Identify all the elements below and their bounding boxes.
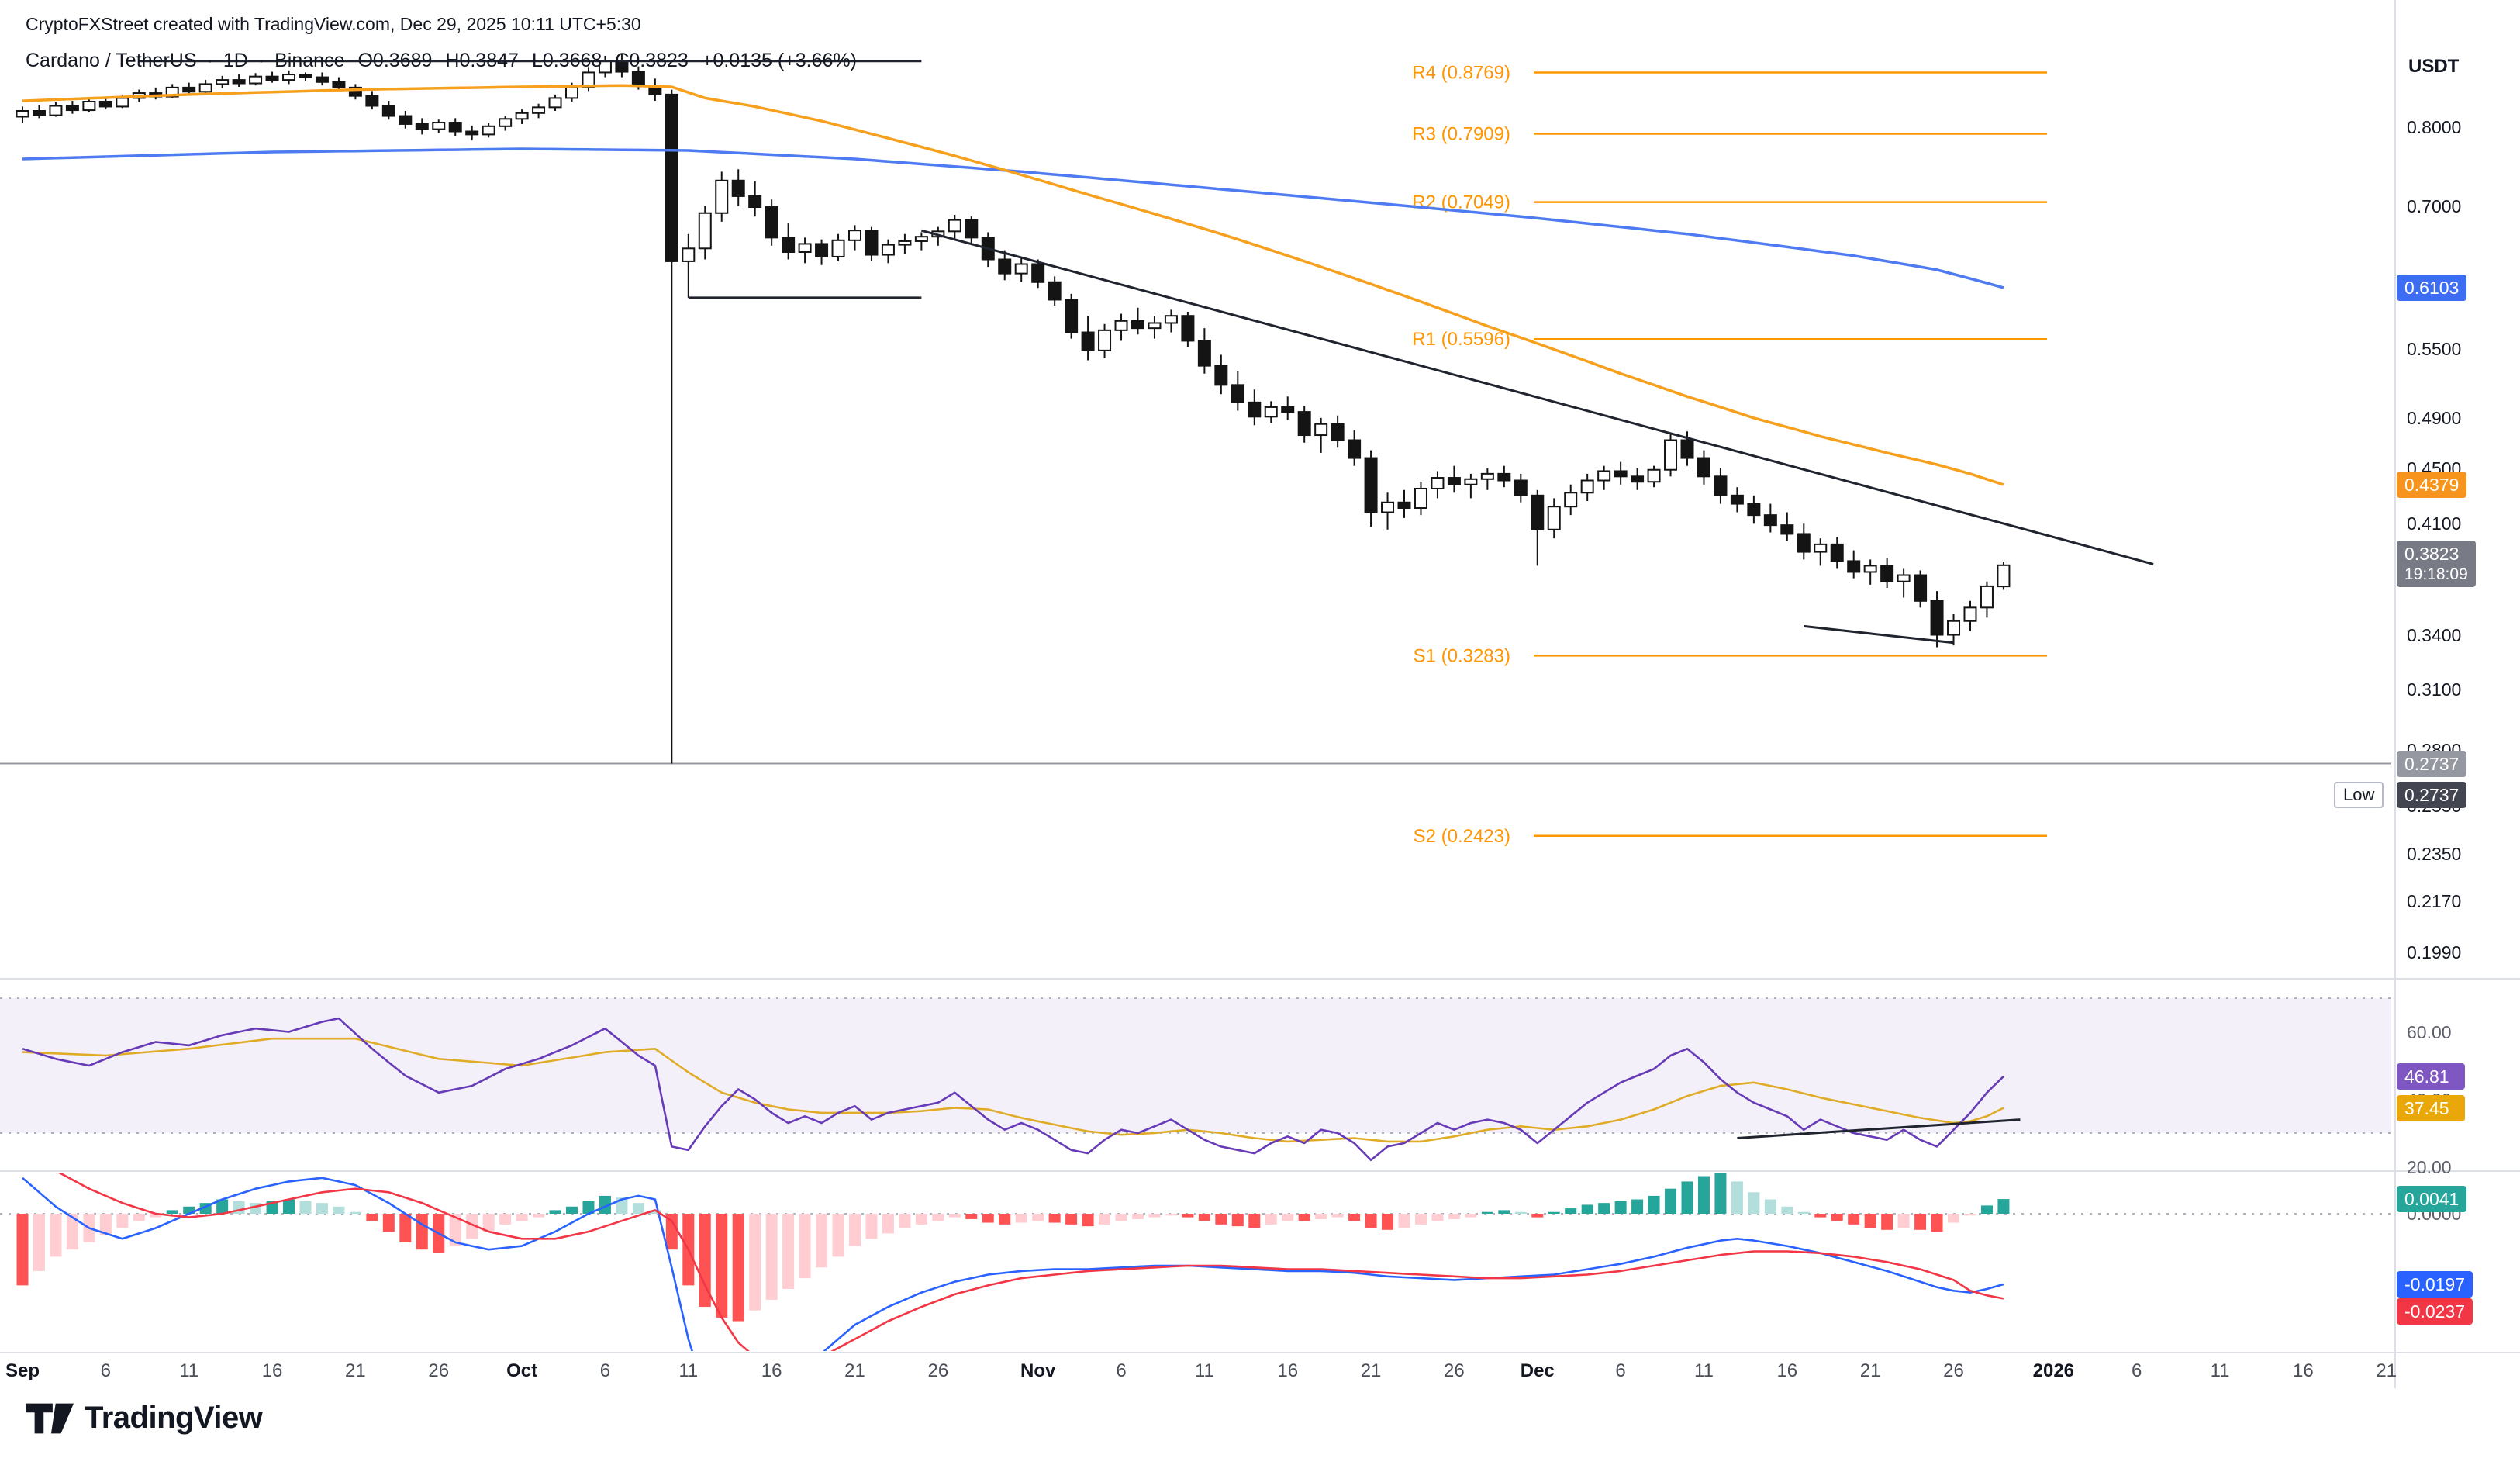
exchange-label[interactable]: Binance [274,50,345,71]
ma-blue-badge: 0.6103 [2397,274,2467,301]
candlestick-series [16,53,2011,764]
pivot-levels[interactable]: R4 (0.8769) R3 (0.7909) R2 (0.7049) R1 (0.5… [1412,63,2047,847]
symbol-title[interactable]: Cardano / TetherUS [26,50,197,71]
rsi-ma-line [22,1037,2004,1143]
sma-orange-line[interactable] [22,84,2004,486]
axis-tick: 20.00 [2407,1156,2452,1177]
rsi-trendline[interactable] [1737,1118,2021,1140]
interval-label[interactable]: 1D [223,50,248,71]
axis-tick: 0.3100 [2407,679,2462,700]
time-label: 26 [1943,1360,1964,1381]
time-label: 11 [1194,1360,1214,1381]
time-label: 11 [179,1360,199,1381]
time-label: 26 [1444,1360,1465,1381]
pivot-label: R4 (0.8769) [1412,63,1510,84]
pivot-label: R2 (0.7049) [1412,192,1510,213]
axis-tick: 0.4100 [2407,513,2462,534]
time-label: 16 [261,1360,283,1381]
pivot-label: R3 (0.7909) [1412,124,1510,145]
time-label: 21 [1360,1360,1382,1381]
low-marker-badge: 0.2737 [2397,782,2467,808]
price-change: +0.0135 (+3.66%) [701,50,857,71]
macd-pane[interactable] [0,1156,2391,1429]
time-label: 21 [2376,1360,2397,1381]
axis-tick: 0.1990 [2407,942,2462,963]
pivot-label: S2 (0.2423) [1414,826,1510,847]
time-label-major: Dec [1520,1360,1555,1381]
time-label: 11 [678,1360,699,1381]
price-axis[interactable]: 0.8000 0.7000 0.5500 0.4900 0.4500 0.4100 0.34… [2394,0,2520,1388]
trendlines[interactable] [139,60,2154,644]
currency-label[interactable]: USDT [2408,56,2460,77]
chart-legend: Cardano / TetherUS · 1D · Binance O0.368… [26,50,857,72]
time-label: 21 [1859,1360,1881,1381]
time-label: 16 [2293,1360,2314,1381]
time-label-major: Sep [5,1360,40,1381]
rsi-band [0,998,2391,1133]
macd-signal-line [57,1173,2004,1351]
legend-separator: · [257,50,265,71]
tradingview-logo[interactable]: TradingView [26,1401,263,1436]
time-label: 26 [927,1360,949,1381]
ohlc-open: O0.3689 [357,50,433,71]
ohlc-high: H0.3847 [445,50,519,71]
signal-badge: -0.0237 [2397,1298,2473,1325]
axis-tick: 0.4900 [2407,407,2462,428]
rsi-pane[interactable] [0,997,2391,1162]
time-label: 11 [2210,1360,2230,1381]
time-label-major: Oct [506,1360,538,1381]
time-label: 26 [428,1360,450,1381]
ohlc-low: L0.3668 [531,50,602,71]
time-label: 21 [844,1360,865,1381]
axis-tick: 0.8000 [2407,116,2462,137]
time-label: 6 [599,1360,611,1381]
time-label: 16 [1776,1360,1798,1381]
axis-tick: 0.7000 [2407,195,2462,216]
axis-tick: 60.00 [2407,1021,2452,1042]
time-label: 6 [100,1360,112,1381]
time-label: 16 [761,1360,782,1381]
axis-tick: 0.5500 [2407,339,2462,360]
tradingview-logo-icon [26,1403,74,1433]
low-line-badge: 0.2737 [2397,750,2467,777]
time-label-major: Nov [1020,1360,1056,1381]
time-label: 11 [1694,1360,1714,1381]
time-label: 6 [2132,1360,2142,1381]
sma-blue-line[interactable] [22,147,2004,289]
rsi-line [22,1017,2004,1162]
hist-badge: 0.0041 [2397,1186,2467,1213]
macd-line [22,1177,2004,1351]
macd-badge: -0.0197 [2397,1270,2473,1298]
axis-tick: 0.2170 [2407,891,2462,912]
tradingview-logo-text: TradingView [85,1401,263,1435]
axis-tick: 0.2350 [2407,844,2462,865]
pivot-label: S1 (0.3283) [1414,645,1510,666]
time-label: 21 [345,1360,366,1381]
axis-tick: 0.3400 [2407,624,2462,645]
rsi-badge: 46.81 [2397,1063,2465,1090]
time-label: 6 [1116,1360,1127,1381]
pivot-label: R1 (0.5596) [1412,329,1510,350]
time-label: 6 [1615,1360,1626,1381]
legend-separator: · [206,50,213,71]
chart-credit: CryptoFXStreet created with TradingView.… [26,14,641,34]
ohlc-close: C0.3823 [615,50,689,71]
time-axis[interactable]: Sep 6 11 16 21 26 Oct 6 11 16 21 26 Nov 6 11 16 21 26 Dec 6… [0,1354,2520,1390]
rsi-ma-badge: 37.45 [2397,1094,2465,1121]
ma-orange-badge: 0.4379 [2397,471,2467,498]
time-label-major: 2026 [2032,1360,2075,1381]
low-marker-label: Low [2334,782,2384,808]
time-label: 16 [1277,1360,1299,1381]
last-price-badge: 0.3823 19:18:09 [2397,540,2476,587]
